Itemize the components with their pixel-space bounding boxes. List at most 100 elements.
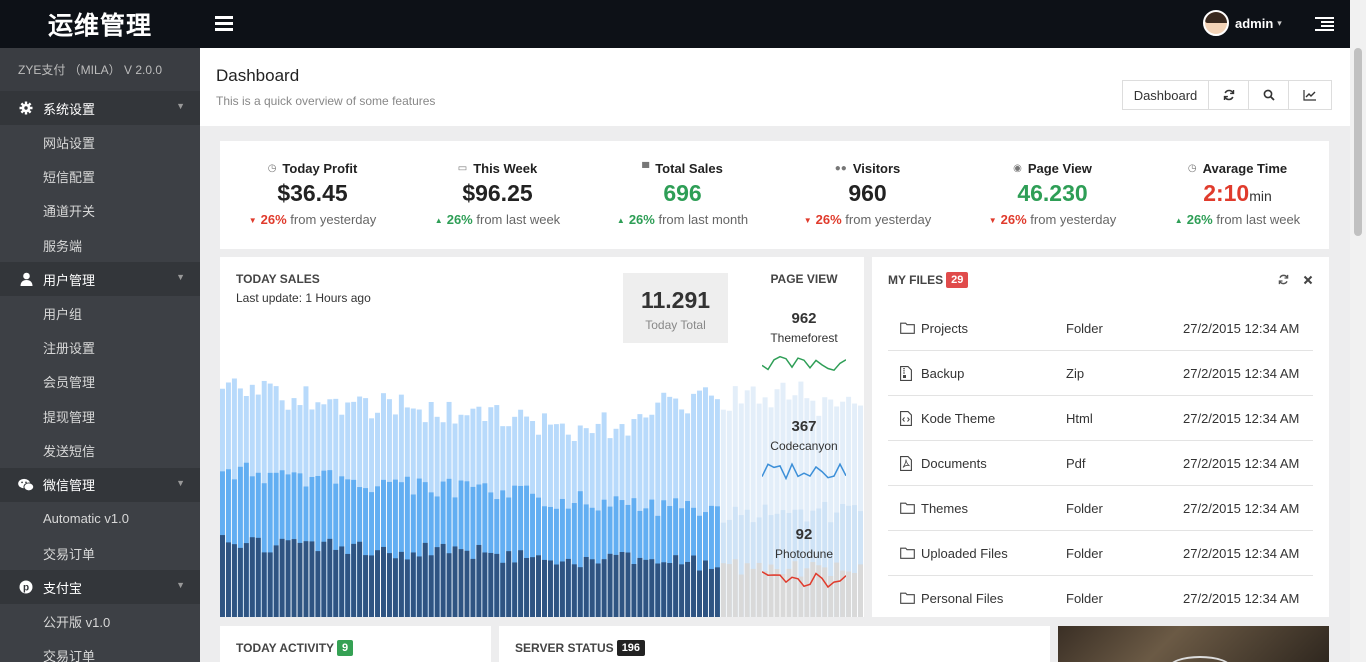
file-row[interactable]: Uploaded Files Folder 27/2/2015 12:34 AM xyxy=(888,531,1313,576)
file-name: Backup xyxy=(921,365,965,381)
file-zip-icon xyxy=(900,365,916,381)
sales-bar-mid xyxy=(577,491,583,617)
page-view-title: PAGE VIEW xyxy=(770,272,838,286)
sidebar-section-3[interactable]: 微信管理 ▼ xyxy=(0,467,200,502)
sales-bar-dark xyxy=(339,546,345,617)
hamburger-menu-icon[interactable] xyxy=(215,16,233,31)
sidebar-item[interactable]: 发送短信 xyxy=(43,444,96,460)
file-type: Folder xyxy=(1066,320,1103,336)
username: admin xyxy=(1235,15,1274,31)
sidebar-item[interactable]: 交易订单 xyxy=(43,649,96,662)
stat-delta: 26% xyxy=(446,212,473,227)
sales-bar-dark xyxy=(577,567,583,617)
sales-bar-dark xyxy=(237,547,243,617)
file-row[interactable]: Personal Files Folder 27/2/2015 12:34 AM xyxy=(888,576,1313,617)
sales-bar-dark xyxy=(655,563,661,617)
sales-bar-dark xyxy=(595,563,601,617)
sales-bar-mid xyxy=(458,480,464,617)
stat-unit: min xyxy=(1249,188,1272,204)
sales-bar-light xyxy=(768,407,774,617)
refresh-button[interactable] xyxy=(1209,81,1249,109)
sales-bar-dark xyxy=(768,564,774,617)
sales-bar-mid xyxy=(363,488,369,617)
sidebar-item[interactable]: 公开版 v1.0 xyxy=(43,614,111,630)
sales-bar-dark xyxy=(225,542,231,617)
file-row[interactable]: Projects Folder 27/2/2015 12:34 AM xyxy=(888,306,1313,351)
sales-bar-dark xyxy=(792,561,798,617)
close-icon[interactable] xyxy=(1303,273,1313,288)
file-row[interactable]: Themes Folder 27/2/2015 12:34 AM xyxy=(888,486,1313,531)
search-button[interactable] xyxy=(1249,81,1289,109)
file-row[interactable]: Backup Zip 27/2/2015 12:34 AM xyxy=(888,351,1313,396)
chart-button[interactable] xyxy=(1289,81,1331,109)
brand-logo[interactable]: 运维管理 xyxy=(47,12,152,40)
stat-card: ▭ This Week $96.25 ▲ 26% from last week xyxy=(405,141,590,227)
sales-bar-mid xyxy=(649,499,655,617)
right-panel-toggle-icon[interactable] xyxy=(1315,17,1334,31)
stat-label: Total Sales xyxy=(655,161,723,176)
user-menu[interactable]: admin ▾ xyxy=(1203,9,1282,37)
stat-value: 696 xyxy=(663,180,702,206)
sales-bar-dark xyxy=(786,568,792,617)
sales-bar-dark xyxy=(822,567,828,617)
sales-bar-dark xyxy=(333,549,339,617)
sidebar-section-label: 微信管理 xyxy=(43,478,96,494)
sales-bar-dark xyxy=(452,546,458,617)
sales-bar-dark xyxy=(714,567,720,617)
sales-bar-mid xyxy=(679,508,685,617)
sidebar-item[interactable]: Automatic v1.0 xyxy=(43,511,129,527)
clock-icon: ◷ xyxy=(267,163,277,174)
sales-bar-light xyxy=(738,403,744,617)
scrollbar-thumb[interactable] xyxy=(1354,48,1362,236)
sidebar-item[interactable]: 会员管理 xyxy=(43,375,96,391)
stat-label-row: ◷ Avarage Time xyxy=(1145,161,1330,176)
sales-bar-dark xyxy=(559,561,565,617)
server-status-title: SERVER STATUS xyxy=(515,641,614,655)
sidebar-section-1[interactable]: 系统设置 ▼ xyxy=(0,91,200,125)
sales-bar-mid xyxy=(273,472,279,617)
sales-bar-dark xyxy=(261,552,267,617)
sales-bar-light xyxy=(798,381,804,617)
sales-bar-dark xyxy=(738,574,744,617)
sales-bar-mid xyxy=(661,500,667,617)
sidebar-item[interactable]: 通道开关 xyxy=(43,204,96,220)
dashboard-button[interactable]: Dashboard xyxy=(1123,81,1209,109)
file-name: Themes xyxy=(921,500,968,516)
sales-bar-dark xyxy=(720,563,726,617)
sidebar-item[interactable]: 网站设置 xyxy=(43,135,96,151)
sales-bar-mid xyxy=(524,485,530,617)
sales-bar-dark xyxy=(852,573,858,617)
sales-bar-dark xyxy=(381,546,386,617)
sales-bar-mid xyxy=(416,478,422,617)
sales-bar-mid xyxy=(345,479,351,617)
stat-label-row: ●● Visitors xyxy=(775,161,960,176)
sales-bar-dark xyxy=(428,555,434,617)
sales-bar-dark xyxy=(780,573,786,617)
sidebar-item[interactable]: 提现管理 xyxy=(43,409,96,425)
sidebar-section-4[interactable]: p 支付宝 ▼ xyxy=(0,570,200,605)
sidebar-section-2[interactable]: 用户管理 ▼ xyxy=(0,262,200,297)
server-status-header: SERVER STATUS 196 xyxy=(515,640,646,656)
stat-label-row: ▀ Total Sales xyxy=(590,161,775,176)
sidebar-item[interactable]: 用户组 xyxy=(43,306,83,322)
file-row[interactable]: Kode Theme Html 27/2/2015 12:34 AM xyxy=(888,396,1313,441)
sidebar-item[interactable]: 服务端 xyxy=(43,238,83,254)
server-status-badge: 196 xyxy=(616,640,646,656)
file-date: 27/2/2015 12:34 AM xyxy=(1183,410,1300,426)
sidebar-item[interactable]: 短信配置 xyxy=(43,169,96,185)
sidebar-item[interactable]: 交易订单 xyxy=(43,546,96,562)
file-row[interactable]: Documents Pdf 27/2/2015 12:34 AM xyxy=(888,441,1313,486)
refresh-icon[interactable] xyxy=(1278,273,1289,288)
file-name: Documents xyxy=(921,455,987,471)
my-files-title: MY FILES xyxy=(888,273,944,287)
sales-bar-dark xyxy=(673,555,679,617)
sales-bar-dark xyxy=(697,570,702,617)
sparkline xyxy=(762,571,846,589)
sales-bar-dark xyxy=(398,551,404,617)
scrollbar[interactable] xyxy=(1350,0,1366,662)
stat-value-row: $36.45 xyxy=(220,180,405,207)
sidebar-item[interactable]: 注册设置 xyxy=(43,341,96,357)
sales-bar-dark xyxy=(434,547,440,617)
sales-bar-dark xyxy=(321,541,327,617)
chevron-down-icon: ▼ xyxy=(176,477,185,488)
